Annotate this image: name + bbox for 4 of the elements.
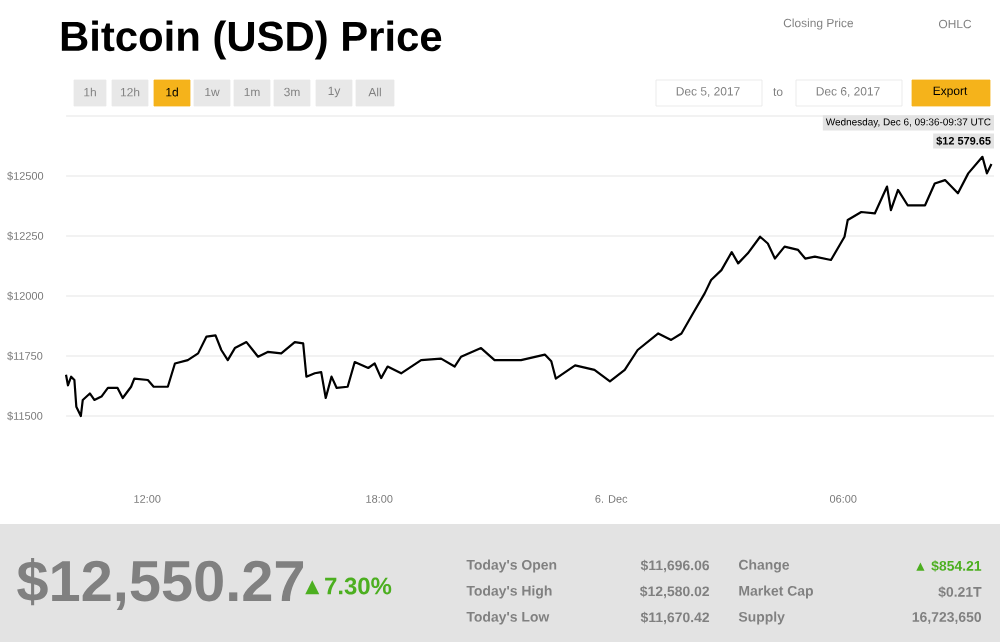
- line-series: [64, 155, 993, 418]
- text: ▲7.30%: [305, 577, 392, 595]
- chart-title: Bitcoin (USD) Price: [61, 20, 442, 60]
- text: $12,550.27: [17, 558, 304, 610]
